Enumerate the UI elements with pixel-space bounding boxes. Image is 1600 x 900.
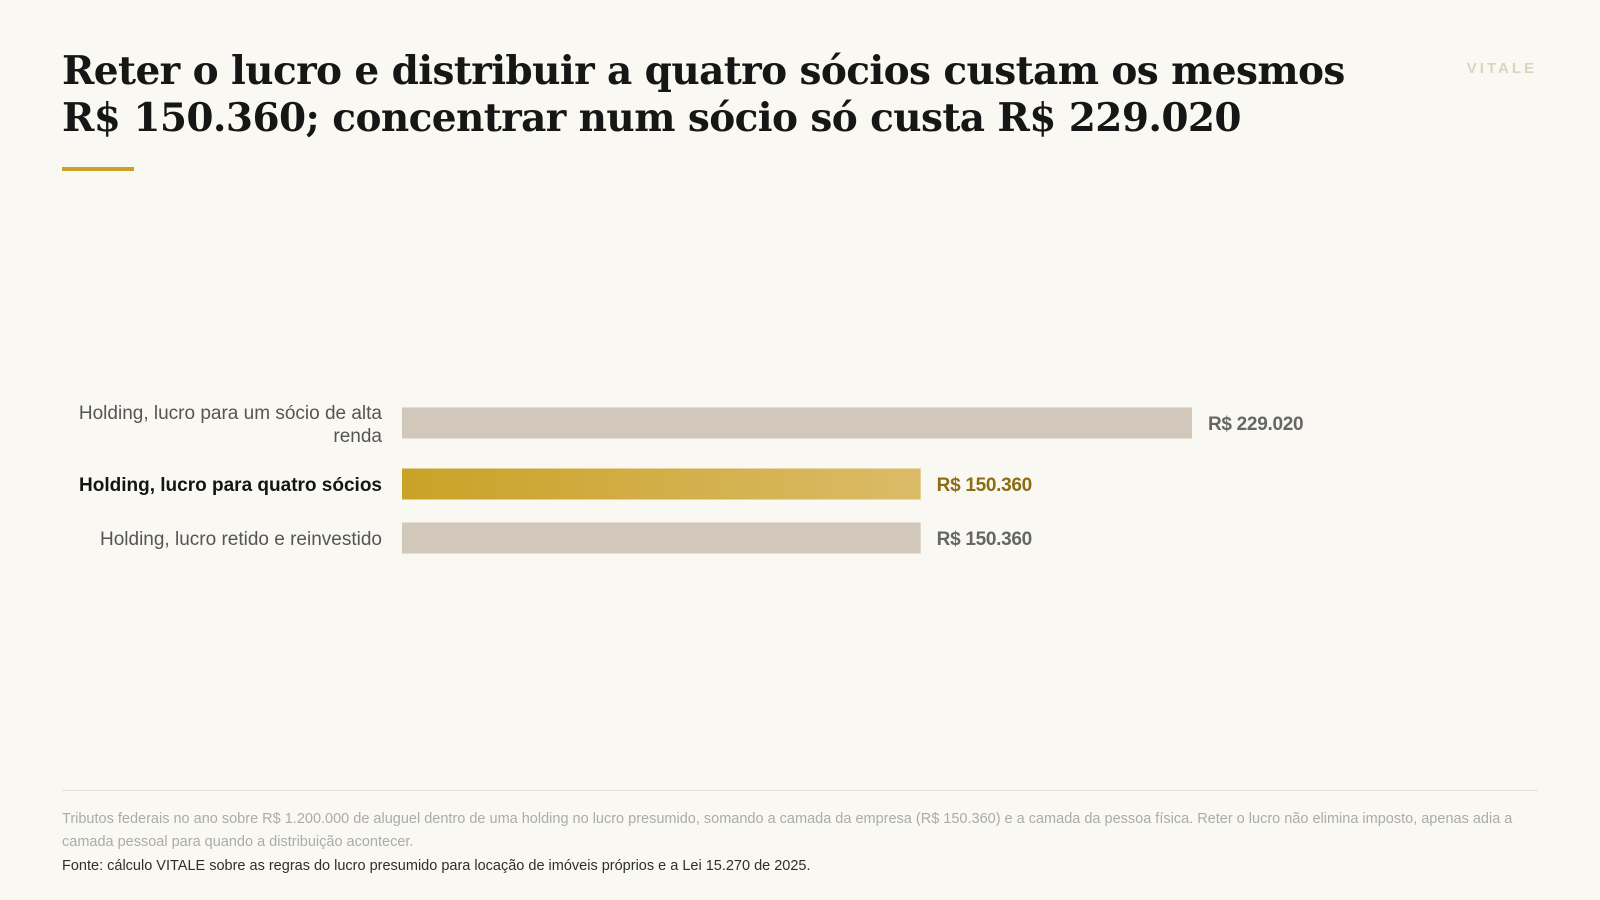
value-label-3: R$ 150.360	[937, 529, 1032, 550]
bar-1	[402, 407, 1192, 439]
footnote: Tributos federais no ano sobre R$ 1.200.…	[62, 811, 1513, 850]
brand-logo: VITALE	[1466, 60, 1537, 77]
bar-2	[402, 468, 921, 500]
category-label-3: Holding, lucro retido e reinvestido	[100, 529, 382, 550]
chart-title: Reter o lucro e distribuir a quatro sóci…	[62, 48, 1345, 141]
category-label-1: Holding, lucro para um sócio de alta rend…	[79, 403, 383, 447]
value-label-1: R$ 229.020	[1208, 414, 1303, 435]
category-label-2: Holding, lucro para quatro sócios	[79, 475, 382, 496]
value-label-2: R$ 150.360	[937, 475, 1032, 496]
bar-chart: Holding, lucro para um sócio de alta rend…	[79, 403, 1304, 554]
footer-divider	[62, 790, 1538, 791]
source-note: Fonte: cálculo VITALE sobre as regras do…	[62, 858, 811, 874]
bar-3	[402, 522, 921, 554]
title-accent-rule	[62, 167, 134, 171]
